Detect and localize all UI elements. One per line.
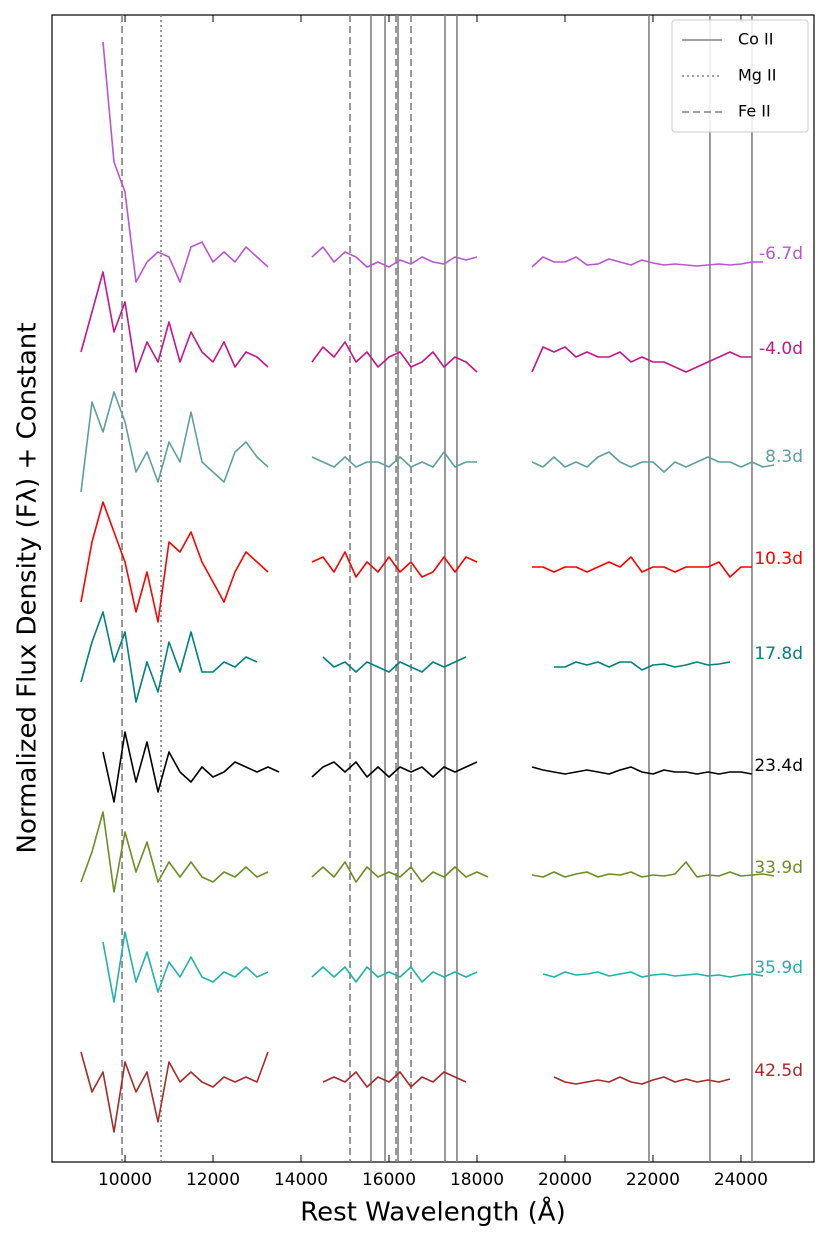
- series-label: -6.7d: [759, 244, 803, 264]
- legend-text: Co II: [738, 30, 773, 49]
- spectrum-line: [80, 271, 752, 373]
- spectrum-line: [80, 1051, 731, 1133]
- legend-text: Mg II: [738, 66, 776, 85]
- spectrum-line: [80, 391, 775, 493]
- spectrum-line: [102, 731, 753, 803]
- x-tick-label: 10000: [98, 1170, 152, 1190]
- legend-box: [671, 19, 809, 133]
- spectrum-line: [102, 41, 763, 283]
- series-label: 23.4d: [754, 756, 803, 776]
- series-label: 42.5d: [754, 1061, 803, 1081]
- series-label: 17.8d: [754, 644, 803, 664]
- plot-frame: [51, 14, 815, 1163]
- y-axis-label: Normalized Flux Density (Fλ) + Constant: [13, 323, 43, 854]
- x-tick-label: 16000: [362, 1170, 416, 1190]
- x-tick-label: 24000: [714, 1170, 768, 1190]
- series-label: -4.0d: [759, 339, 803, 359]
- spectrum-line: [80, 501, 752, 623]
- series-label: 33.9d: [754, 858, 803, 878]
- x-tick-label: 22000: [626, 1170, 680, 1190]
- legend-text: Fe II: [738, 102, 771, 121]
- x-tick-label: 12000: [186, 1170, 240, 1190]
- series-label: 10.3d: [754, 549, 803, 569]
- x-tick-label: 14000: [274, 1170, 328, 1190]
- spectrum-line: [102, 931, 764, 1003]
- spectrum-line: [80, 611, 731, 703]
- x-tick-label: 18000: [450, 1170, 504, 1190]
- spectrum-line: [80, 811, 775, 893]
- series-label: 35.9d: [754, 958, 803, 978]
- x-axis-label: Rest Wavelength (Å): [300, 1196, 565, 1228]
- x-tick-label: 20000: [538, 1170, 592, 1190]
- series-label: 8.3d: [765, 447, 803, 467]
